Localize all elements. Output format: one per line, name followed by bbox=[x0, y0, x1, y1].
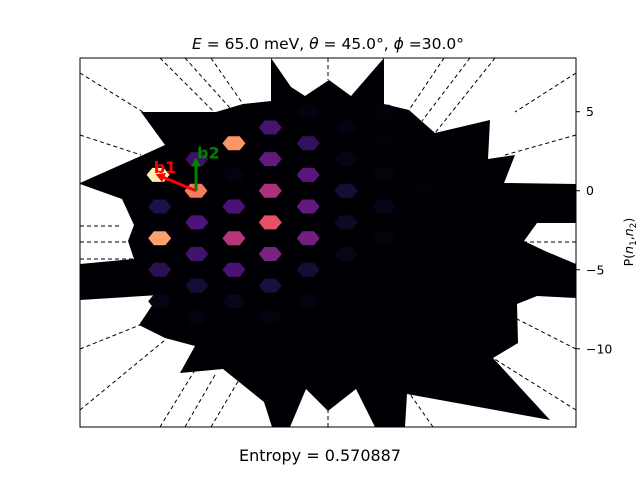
ylabel-comma: , bbox=[621, 236, 636, 240]
heatmap-cell bbox=[258, 183, 282, 198]
title-theta-value: = 45.0°, bbox=[319, 35, 394, 53]
vector-b1: b1 bbox=[154, 158, 197, 193]
heatmap-cell bbox=[222, 262, 246, 277]
axes-frame bbox=[79, 57, 577, 428]
heatmap-cell bbox=[222, 167, 246, 182]
heatmap-cell bbox=[148, 231, 172, 246]
b1-arrow-shaft bbox=[163, 176, 197, 193]
b1-label: b1 bbox=[154, 158, 177, 177]
b2-label: b2 bbox=[197, 144, 220, 163]
heatmap-cell bbox=[258, 120, 282, 135]
dashed-line bbox=[159, 57, 215, 113]
heatmap-cell bbox=[372, 231, 396, 246]
dashed-line bbox=[421, 57, 471, 122]
heatmap-cell bbox=[185, 278, 209, 293]
y-axis-label: P(n1,n2) bbox=[621, 218, 639, 267]
heatmap-cell bbox=[334, 215, 358, 230]
ylabel-n1: n bbox=[621, 246, 636, 254]
heatmap-cell bbox=[185, 247, 209, 261]
heatmap-cell bbox=[334, 120, 358, 135]
heatmap-cell bbox=[258, 310, 282, 325]
entropy-footer: Entropy = 0.570887 bbox=[239, 446, 401, 465]
y-tick-label: −10 bbox=[586, 341, 612, 356]
b1-arrow-head bbox=[155, 172, 166, 183]
dashed-line bbox=[79, 134, 142, 156]
title-theta-symbol: θ bbox=[309, 35, 319, 53]
y-axis-right: 5 0 −5 −10 bbox=[576, 104, 612, 356]
heatmap-cell bbox=[258, 152, 282, 167]
dashed-line bbox=[514, 72, 577, 113]
dashed-line bbox=[492, 357, 577, 411]
dashed-line bbox=[408, 57, 445, 111]
heatmap-cell bbox=[372, 167, 396, 182]
heatmap-cell bbox=[296, 104, 320, 119]
dashed-line bbox=[79, 339, 166, 411]
ylabel-prefix: P( bbox=[621, 254, 636, 266]
heatmap-cell bbox=[148, 199, 172, 214]
dashed-line bbox=[210, 377, 241, 428]
heatmap-cell bbox=[296, 199, 320, 214]
y-tick-label: 5 bbox=[586, 104, 594, 119]
heatmap-cell bbox=[334, 247, 358, 261]
chart-title: E = 65.0 meV, θ = 45.0°, ϕ =30.0° bbox=[192, 35, 464, 53]
title-e-value: = 65.0 meV, bbox=[202, 35, 309, 53]
dashed-line bbox=[184, 374, 216, 428]
dashed-line bbox=[210, 57, 244, 105]
heatmap-cell bbox=[372, 104, 396, 119]
ylabel-sub1: 1 bbox=[629, 240, 639, 246]
heatmap-cell bbox=[185, 215, 209, 230]
heatmap-cell bbox=[258, 215, 282, 230]
ylabel-sub2: 2 bbox=[629, 223, 639, 229]
heatmap-cell bbox=[222, 231, 246, 246]
dashed-line bbox=[79, 72, 144, 113]
y-tick-label: −5 bbox=[586, 262, 604, 277]
ylabel-suffix: ) bbox=[621, 218, 636, 223]
heatmap-cell bbox=[222, 199, 246, 214]
heatmap-cell bbox=[296, 294, 320, 309]
heatmap-cell bbox=[185, 310, 209, 325]
dashed-line bbox=[504, 134, 577, 156]
dashed-line bbox=[434, 57, 496, 134]
bz-dashed-lines bbox=[79, 57, 577, 428]
title-phi-symbol: ϕ bbox=[394, 35, 404, 53]
title-phi-value: =30.0° bbox=[404, 35, 464, 53]
heatmap-cell bbox=[296, 167, 320, 182]
heatmap-cell bbox=[334, 152, 358, 167]
heatmap-cell bbox=[296, 136, 320, 151]
heatmap-cell bbox=[372, 136, 396, 151]
ylabel-n2: n bbox=[621, 228, 636, 236]
heatmap-cell bbox=[148, 294, 172, 309]
zone-boundary-star bbox=[80, 58, 576, 427]
heatmap-cell bbox=[222, 294, 246, 309]
heatmap-cell bbox=[222, 136, 246, 151]
b2-arrow-head bbox=[191, 157, 201, 167]
title-e-symbol: E bbox=[192, 35, 202, 53]
heatmap-cell bbox=[334, 183, 358, 198]
heatmap-cell bbox=[410, 183, 434, 198]
vector-b2: b2 bbox=[191, 144, 220, 191]
heatmap-cell bbox=[258, 278, 282, 293]
heatmap-cell bbox=[296, 262, 320, 277]
dashed-line bbox=[184, 57, 231, 109]
heatmap-cell bbox=[258, 247, 282, 261]
heatmap-cell bbox=[372, 199, 396, 214]
heatmap-cell bbox=[296, 231, 320, 246]
y-tick-label: 0 bbox=[586, 183, 594, 198]
heatmap-cell bbox=[148, 262, 172, 277]
plot-area: b1 b2 bbox=[79, 57, 577, 428]
dashed-line bbox=[79, 324, 141, 350]
